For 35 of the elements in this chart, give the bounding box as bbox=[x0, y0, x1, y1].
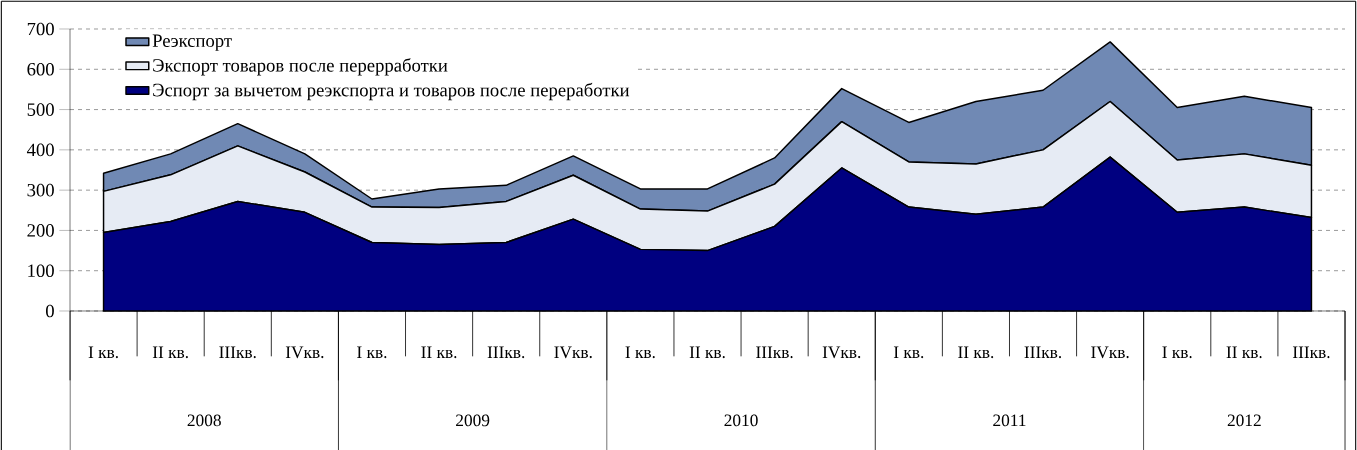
legend-label: Реэкспорт bbox=[152, 34, 232, 51]
y-tick-label: 700 bbox=[27, 22, 54, 36]
x-tick-label: IVкв. bbox=[1091, 346, 1129, 359]
x-tick-label: II кв. bbox=[689, 346, 725, 359]
x-tick-label: IIIкв. bbox=[219, 346, 256, 359]
x-tick-label: IIIкв. bbox=[487, 346, 525, 359]
y-tick-label: 200 bbox=[27, 224, 54, 237]
text: 2012 bbox=[1227, 414, 1261, 427]
y-tick-label: 500 bbox=[27, 103, 54, 116]
text: 2010 bbox=[724, 414, 758, 427]
x-tick-label: IVкв. bbox=[822, 346, 861, 359]
y-tick-label: 100 bbox=[28, 264, 54, 278]
x-tick-label: II кв. bbox=[152, 346, 188, 359]
legend-label: Экспорт товаров после перерработки bbox=[153, 58, 448, 76]
y-tick-label: 600 bbox=[27, 62, 54, 76]
x-tick-label: IVкв. bbox=[554, 346, 592, 359]
x-tick-label: I кв. bbox=[1162, 346, 1192, 359]
legend-label: Эспорт за вычетом реэкспорта и товаров после переработки bbox=[153, 82, 630, 101]
y-tick-label: 300 bbox=[27, 183, 54, 197]
text: 2009 bbox=[456, 414, 490, 427]
x-tick-label: II кв. bbox=[421, 346, 457, 359]
x-tick-label: I кв. bbox=[625, 346, 655, 359]
x-tick-label: I кв. bbox=[357, 346, 387, 359]
x-tick-label: I кв. bbox=[893, 346, 924, 359]
text: 2011 bbox=[993, 414, 1026, 427]
x-tick-label: I кв. bbox=[88, 346, 118, 359]
x-tick-label: IVкв. bbox=[285, 346, 324, 359]
x-tick-label: II кв. bbox=[1226, 346, 1262, 359]
y-tick-label: 0 bbox=[46, 304, 54, 318]
x-tick-label: IIIкв. bbox=[1024, 346, 1062, 359]
x-tick-label: II кв. bbox=[958, 346, 994, 359]
x-tick-label: IIIкв. bbox=[756, 346, 793, 359]
y-tick-label: 400 bbox=[26, 143, 54, 157]
text: 2008 bbox=[187, 414, 221, 427]
x-tick-label: IIIкв. bbox=[1292, 346, 1330, 359]
